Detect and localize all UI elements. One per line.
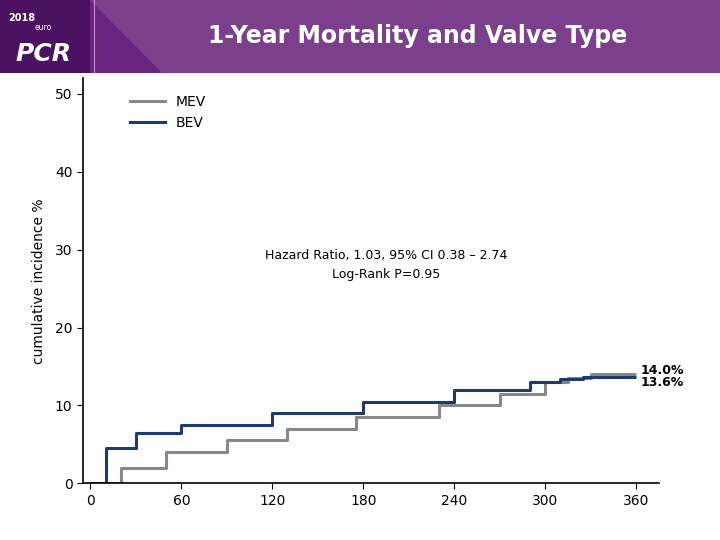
Text: 2018: 2018: [9, 13, 36, 23]
Legend: MEV, BEV: MEV, BEV: [125, 89, 212, 136]
Text: PCR: PCR: [16, 42, 72, 65]
Polygon shape: [90, 0, 162, 73]
Text: 1-Year Mortality and Valve Type: 1-Year Mortality and Valve Type: [208, 24, 627, 49]
Text: Hazard Ratio, 1.03, 95% CI 0.38 – 2.74
Log-Rank P=0.95: Hazard Ratio, 1.03, 95% CI 0.38 – 2.74 L…: [265, 249, 507, 281]
Text: 14.0%: 14.0%: [641, 364, 684, 377]
Text: euro: euro: [35, 23, 52, 32]
Bar: [0, 0, 90, 73]
Y-axis label: cumulative incidence %: cumulative incidence %: [32, 198, 46, 363]
Text: 13.6%: 13.6%: [641, 375, 684, 389]
